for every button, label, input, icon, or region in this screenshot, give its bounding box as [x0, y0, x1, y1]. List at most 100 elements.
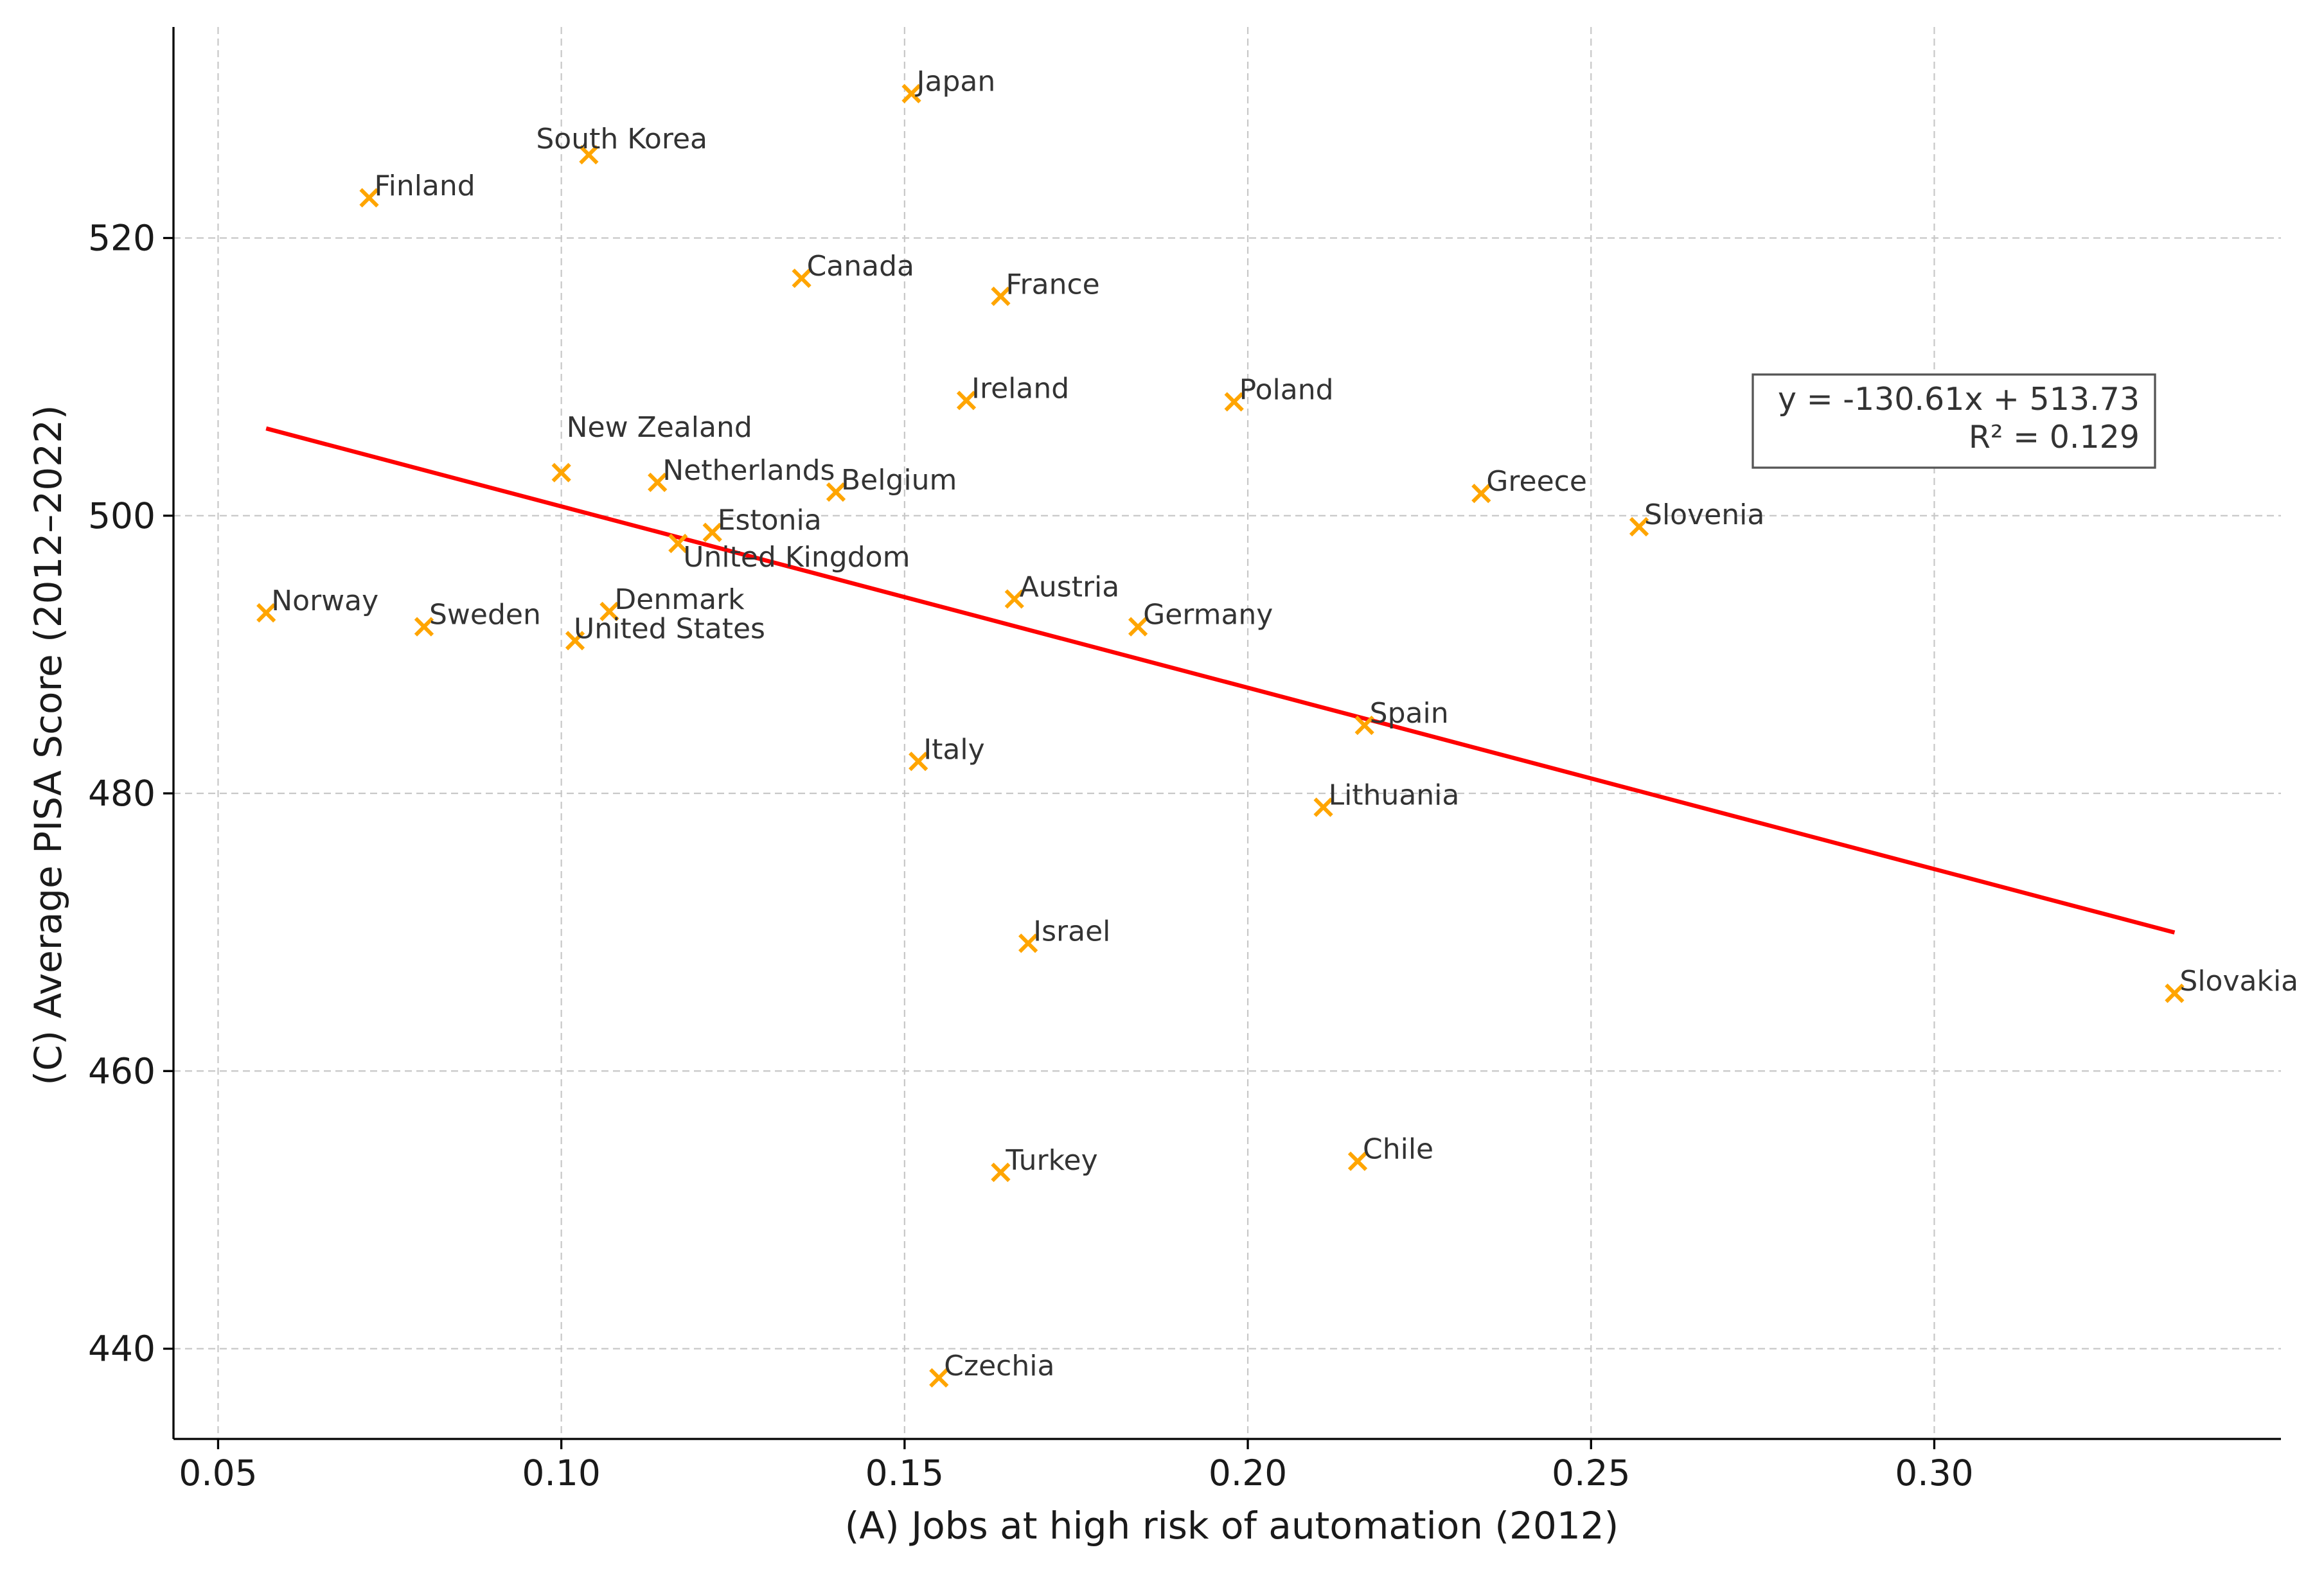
point-ireland — [956, 391, 977, 410]
grid-lines — [173, 27, 2281, 1439]
point-new-zealand — [551, 463, 571, 482]
marker-stroke-b — [359, 188, 379, 207]
point-labels: Japan South Korea Finland Canada France Irela… — [271, 66, 2298, 1382]
label-sweden: Sweden — [429, 599, 541, 631]
point-estonia — [702, 522, 722, 542]
label-japan: Japan — [915, 66, 996, 98]
label-slovenia: Slovenia — [1644, 498, 1764, 531]
axes — [163, 27, 2281, 1449]
label-ireland: Ireland — [971, 372, 1069, 405]
annotation-equation: y = -130.61x + 513.73 — [1778, 381, 2140, 418]
x-tick-label-3: 0.20 — [1209, 1452, 1287, 1494]
label-greece: Greece — [1486, 465, 1587, 498]
label-canada: Canada — [807, 250, 914, 283]
point-germany — [1128, 617, 1148, 637]
point-sweden — [414, 617, 434, 637]
marker-stroke-b — [579, 145, 599, 164]
marker-stroke-b — [668, 533, 688, 554]
point-poland — [1224, 392, 1244, 412]
marker-stroke-b — [2165, 983, 2185, 1003]
label-spain: Spain — [1370, 697, 1449, 730]
marker-stroke-b — [1354, 715, 1374, 736]
label-estonia: Estonia — [718, 504, 822, 537]
label-new-zealand: New Zealand — [567, 411, 752, 444]
point-italy — [909, 752, 928, 772]
point-united-kingdom — [668, 533, 688, 554]
marker-stroke-b — [929, 1368, 949, 1388]
point-spain — [1354, 715, 1374, 736]
y-tick-label-4: 520 — [88, 218, 155, 259]
marker-stroke-b — [1004, 589, 1024, 609]
annotation-box — [1752, 373, 2156, 469]
point-belgium — [826, 482, 846, 502]
marker-stroke-b — [901, 84, 921, 103]
y-tick-label-2: 480 — [88, 773, 155, 814]
data-points — [256, 84, 2185, 1388]
marker-stroke-b — [826, 482, 846, 502]
x-tick-label-1: 0.10 — [522, 1452, 600, 1494]
marker-stroke-b — [1128, 617, 1148, 637]
label-germany: Germany — [1143, 599, 1273, 631]
marker-stroke-b — [991, 1162, 1011, 1183]
label-belgium: Belgium — [841, 464, 957, 497]
point-greece — [1471, 484, 1491, 504]
label-south-korea: South Korea — [536, 123, 707, 155]
x-tick-label-4: 0.25 — [1552, 1452, 1630, 1494]
point-japan — [901, 84, 921, 103]
label-israel: Israel — [1033, 915, 1110, 948]
trendline-group — [265, 426, 2176, 935]
label-slovakia: Slovakia — [2179, 965, 2298, 998]
x-axis-label: (A) Jobs at high risk of automation (201… — [845, 1504, 1619, 1548]
marker-stroke-b — [991, 287, 1011, 306]
y-tick-label-3: 500 — [88, 495, 155, 536]
label-poland: Poland — [1239, 374, 1334, 407]
x-tick-label-5: 0.30 — [1895, 1452, 1973, 1494]
x-tick-label-0: 0.05 — [179, 1452, 257, 1494]
point-chile — [1347, 1151, 1368, 1171]
label-france: France — [1006, 268, 1099, 301]
marker-stroke-b — [1347, 1151, 1368, 1171]
point-slovenia — [1629, 516, 1649, 537]
marker-stroke-b — [1629, 516, 1649, 537]
label-lithuania: Lithuania — [1329, 779, 1460, 812]
point-denmark — [599, 601, 619, 622]
marker-stroke-b — [792, 269, 812, 288]
label-czechia: Czechia — [944, 1350, 1054, 1382]
label-turkey: Turkey — [1005, 1144, 1097, 1177]
point-france — [991, 287, 1011, 306]
point-netherlands — [648, 472, 668, 493]
point-israel — [1018, 933, 1038, 953]
marker-stroke-b — [414, 617, 434, 637]
point-finland — [359, 188, 379, 207]
label-norway: Norway — [271, 585, 378, 617]
label-netherlands: Netherlands — [662, 454, 835, 487]
marker-stroke-b — [1224, 392, 1244, 412]
marker-stroke-b — [551, 463, 571, 482]
marker-stroke-b — [956, 391, 977, 410]
annotation-r-squared: R² = 0.129 — [1969, 419, 2140, 455]
marker-stroke-b — [256, 603, 276, 623]
marker-stroke-b — [702, 522, 722, 542]
marker-stroke-b — [1471, 484, 1491, 504]
tick-labels: 0.05 0.10 0.15 0.20 0.25 0.30 440 460 480 500 520 — [88, 218, 1974, 1494]
marker-stroke-b — [909, 752, 928, 772]
regression-annotation: y = -130.61x + 513.73 R² = 0.129 — [1752, 373, 2156, 469]
point-south-korea — [579, 145, 599, 164]
point-austria — [1004, 589, 1024, 609]
point-canada — [792, 269, 812, 288]
y-tick-label-1: 460 — [88, 1050, 155, 1091]
y-axis-label: (C) Average PISA Score (2012–2022) — [26, 405, 70, 1085]
x-tick-label-2: 0.15 — [865, 1452, 944, 1494]
point-slovakia — [2165, 983, 2185, 1003]
label-chile: Chile — [1363, 1133, 1433, 1166]
point-lithuania — [1313, 797, 1333, 817]
marker-stroke-b — [1313, 797, 1333, 817]
point-czechia — [929, 1368, 949, 1388]
label-finland: Finland — [374, 170, 475, 202]
label-united-states: United States — [574, 612, 765, 645]
point-norway — [256, 603, 276, 623]
point-turkey — [991, 1162, 1011, 1183]
marker-stroke-b — [565, 631, 585, 651]
regression-line — [265, 426, 2176, 935]
